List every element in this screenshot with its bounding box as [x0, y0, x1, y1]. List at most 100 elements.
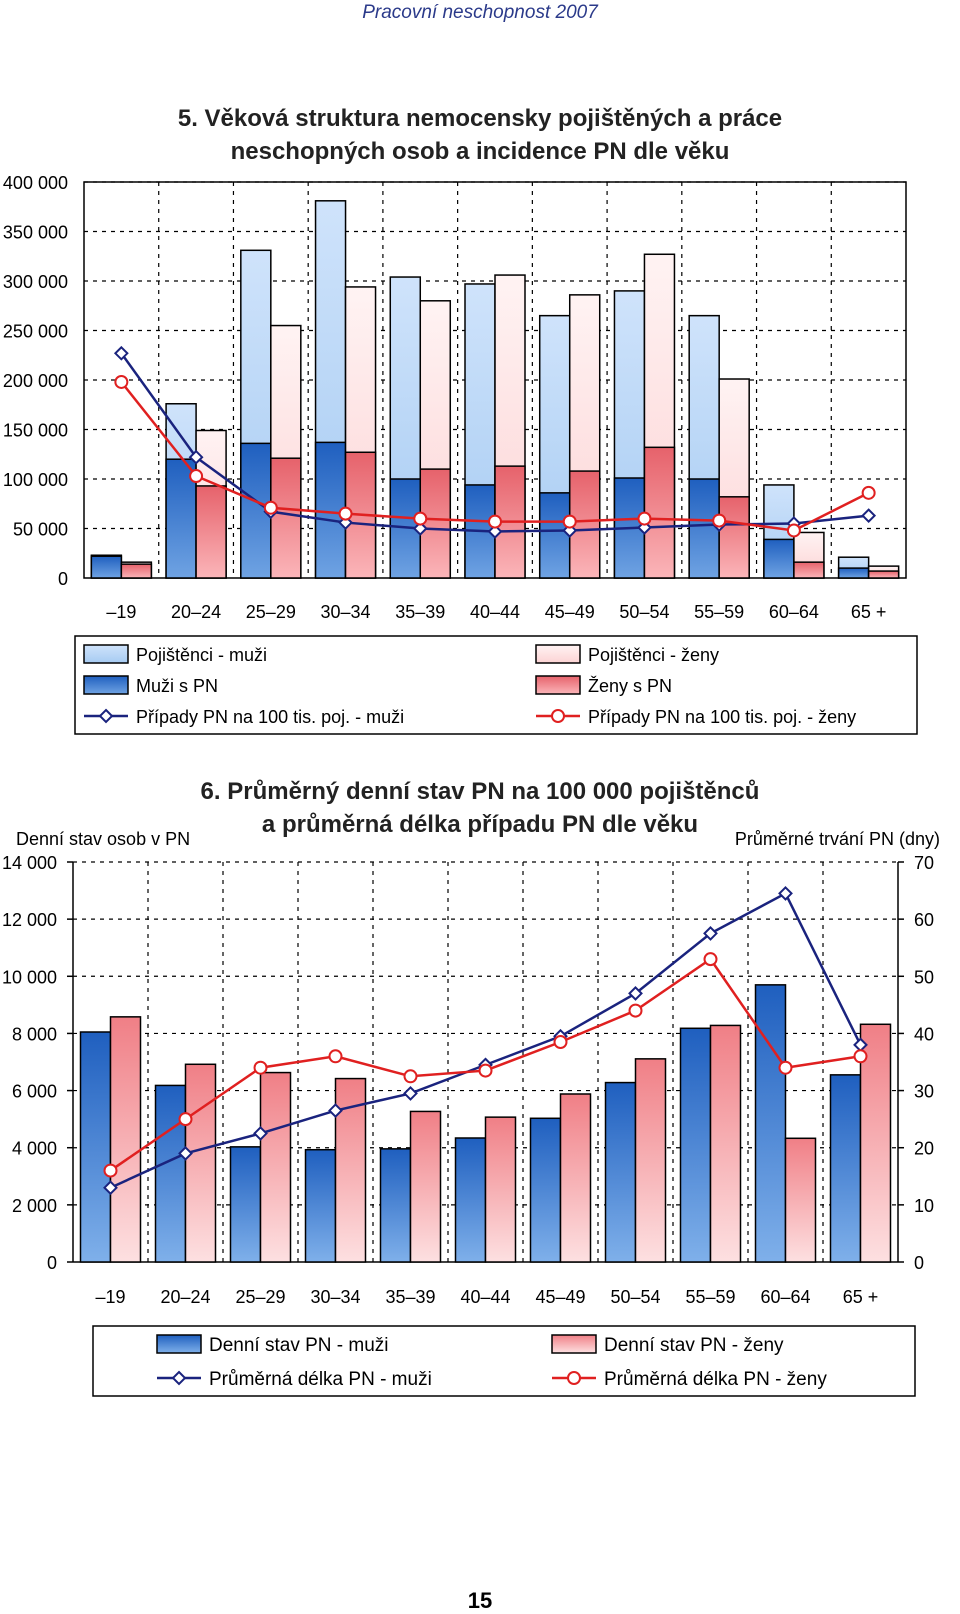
chart2-ytick-right-label: 0 — [914, 1253, 924, 1273]
chart1-ytick-label: 50 000 — [13, 520, 68, 540]
chart2-bar-denni-stav-muzi — [604, 1081, 637, 1263]
chart1-xtick-label: 55–59 — [694, 602, 744, 622]
chart2-point-delka-muzi — [178, 1146, 193, 1161]
chart2-xtick-label: 50–54 — [610, 1287, 660, 1307]
chart1-ytick-label: 0 — [58, 569, 68, 589]
chart2-xtick-label: 25–29 — [235, 1287, 285, 1307]
chart2-ytick-left-label: 8 000 — [12, 1024, 57, 1044]
chart2-bar-denni-stav-muzi — [154, 1084, 187, 1263]
chart1-legend-label: Ženy s PN — [588, 676, 672, 696]
chart2-ytick-left-label: 0 — [47, 1253, 57, 1273]
chart2-bar-denni-stav-muzi — [454, 1137, 487, 1263]
chart2-ytick-left-label: 12 000 — [2, 910, 57, 930]
chart1-xtick-label: 45–49 — [545, 602, 595, 622]
chart2-legend-swatch — [551, 1334, 597, 1354]
page-number: 15 — [467, 1588, 493, 1613]
chart2-legend-label: Denní stav PN - ženy — [604, 1335, 784, 1356]
chart1-xtick-label: 65 + — [851, 602, 887, 622]
chart1-legend-label: Pojištěnci - ženy — [588, 645, 719, 665]
chart2-point-delka-muzi — [103, 1180, 118, 1196]
chart1-xtick-label: –19 — [106, 602, 136, 622]
chart2-bar-denni-stav-zeny — [784, 1137, 817, 1263]
chart2-point-delka-zeny — [553, 1035, 568, 1049]
chart2-title: 6. Průměrný denní stav PN na 100 000 poj… — [0, 775, 960, 841]
chart2-point-delka-muzi — [403, 1086, 418, 1101]
chart1-point-pripady-zeny — [338, 506, 353, 521]
chart2-point-delka-muzi — [328, 1103, 343, 1118]
chart2-point-delka-muzi — [778, 886, 793, 901]
chart1-bar-zeny-s-pn — [793, 561, 825, 579]
chart2-xtick-label: –19 — [95, 1287, 125, 1307]
chart2-ytick-left-label: 14 000 — [2, 853, 57, 873]
chart2-ytick-right-label: 40 — [914, 1024, 934, 1044]
chart2-ytick-right-label: 20 — [914, 1139, 934, 1159]
chart2-ylabel-right: Průměrné trvání PN (dny) — [735, 829, 940, 849]
chart2-bar-denni-stav-muzi — [229, 1146, 262, 1263]
chart1-xtick-label: 60–64 — [769, 602, 819, 622]
chart1-legend-swatch — [83, 675, 129, 695]
chart2-xtick-label: 60–64 — [760, 1287, 810, 1307]
chart2-xtick-label: 55–59 — [685, 1287, 735, 1307]
chart1-title-line1: 5. Věková struktura nemocensky pojištěný… — [177, 105, 783, 132]
chart2-bar-denni-stav-zeny — [859, 1023, 892, 1263]
chart1-legend-label: Pojištěnci - muži — [136, 645, 267, 665]
chart1-point-pripady-muzi — [188, 449, 204, 465]
chart1-bar-muzi-s-pn — [688, 478, 720, 579]
chart2-bar-denni-stav-zeny — [634, 1058, 667, 1263]
chart2-point-delka-zeny — [178, 1112, 193, 1127]
chart2-point-delka-zeny — [328, 1049, 343, 1064]
chart2-bar-denni-stav-muzi — [529, 1117, 562, 1263]
chart2-legend-swatch-marker — [567, 1371, 581, 1385]
chart2-bar-denni-stav-zeny — [409, 1110, 442, 1263]
chart2-point-delka-muzi — [703, 926, 718, 941]
chart1-point-pripady-zeny — [189, 469, 204, 484]
chart2-ytick-left-label: 4 000 — [12, 1139, 57, 1159]
chart2-legend-label: Průměrná délka PN - muži — [209, 1369, 432, 1390]
chart2-point-delka-zeny — [628, 1003, 643, 1018]
chart1-point-pripady-zeny — [413, 511, 428, 526]
chart1-legend-swatch — [535, 675, 581, 695]
chart2-legend-swatch-marker — [171, 1370, 187, 1386]
chart2-xtick-label: 45–49 — [535, 1287, 585, 1307]
chart1-legend-swatch-marker — [551, 709, 565, 723]
chart2-bar-denni-stav-zeny — [709, 1024, 742, 1263]
chart2-bar-denni-stav-muzi — [829, 1074, 862, 1263]
chart1-bar-zeny-s-pn — [718, 496, 750, 579]
chart1-ytick-label: 150 000 — [3, 421, 68, 441]
chart1-point-pripady-zeny — [263, 500, 278, 515]
chart2-legend-label: Průměrná délka PN - ženy — [604, 1369, 827, 1390]
chart2-ytick-left-label: 10 000 — [2, 967, 57, 987]
chart2-bar-denni-stav-muzi — [304, 1148, 337, 1263]
chart2-svg: Denní stav osob v PN Průměrné trvání PN (… — [2, 829, 940, 1397]
chart2-ytick-right-label: 10 — [914, 1196, 934, 1216]
chart2-title-line1: 6. Průměrný denní stav PN na 100 000 poj… — [200, 778, 760, 805]
chart1-ytick-label: 200 000 — [3, 371, 68, 391]
chart2-bar-denni-stav-zeny — [259, 1071, 292, 1263]
chart1-svg: 0 50 000 100 000 150 000 200 000 250 000 300 0… — [3, 173, 918, 735]
chart2-ytick-right-label: 70 — [914, 853, 934, 873]
chart2-xtick-label: 40–44 — [460, 1287, 510, 1307]
chart1-title-line2: neschopných osob a incidence PN dle věku — [230, 138, 730, 165]
chart1-xtick-label: 50–54 — [619, 602, 669, 622]
chart1-point-pripady-muzi — [861, 508, 877, 524]
chart2-bar-denni-stav-muzi — [754, 984, 787, 1263]
chart2-bar-denni-stav-zeny — [484, 1116, 517, 1263]
chart1-bar-muzi-s-pn — [538, 492, 571, 579]
chart2-bar-denni-stav-zeny — [109, 1016, 142, 1263]
chart1-legend-swatch-marker — [98, 708, 114, 724]
chart1-xtick-label: 30–34 — [321, 602, 371, 622]
chart1-legend-label: Případy PN na 100 tis. poj. - muži — [136, 707, 404, 727]
chart2-point-delka-zeny — [103, 1163, 118, 1178]
chart2-bar-denni-stav-muzi — [679, 1027, 712, 1263]
chart2-xtick-label: 30–34 — [310, 1287, 360, 1307]
chart1-point-pripady-zeny — [637, 511, 652, 526]
chart1-point-pripady-zeny — [786, 523, 801, 538]
chart2-point-delka-muzi — [628, 986, 643, 1001]
chart2-ytick-right-label: 30 — [914, 1082, 934, 1102]
chart1-point-pripady-muzi — [487, 524, 503, 539]
chart2-bar-denni-stav-muzi — [379, 1148, 412, 1263]
chart1-legend-frame — [74, 635, 918, 735]
chart1-bar-zeny-s-pn — [867, 570, 900, 579]
chart2-ylabel-left: Denní stav osob v PN — [16, 829, 190, 849]
chart2-legend-frame — [92, 1325, 916, 1397]
